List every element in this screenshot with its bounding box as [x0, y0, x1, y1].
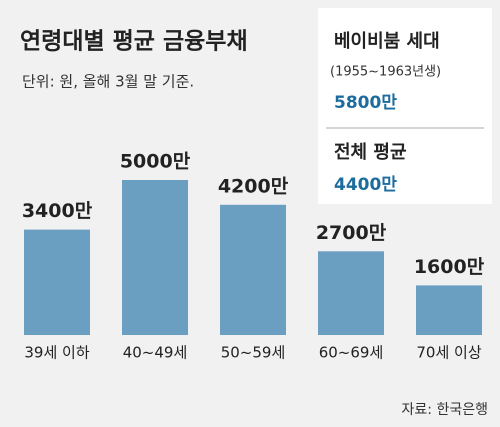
info-value: 5800만: [334, 93, 397, 113]
info-note: (1955~1963년생): [330, 65, 441, 80]
bar: [220, 204, 286, 335]
value-label: 4200만: [218, 175, 289, 197]
bar: [122, 180, 188, 335]
x-tick-label: 39세 이하: [24, 344, 89, 362]
info-title: 전체 평균: [334, 142, 407, 163]
value-label: 3400만: [22, 200, 93, 222]
chart-title: 연령대별 평균 금융부채: [20, 29, 248, 55]
bar: [318, 251, 384, 335]
value-label: 1600만: [414, 256, 485, 278]
source: 자료: 한국은행: [402, 402, 488, 418]
info-value: 4400만: [334, 175, 397, 195]
x-tick-label: 70세 이상: [416, 344, 481, 362]
x-tick-label: 60~69세: [319, 344, 384, 362]
value-label: 5000만: [120, 151, 191, 173]
bar: [416, 285, 482, 335]
x-tick-label: 40~49세: [123, 344, 188, 362]
value-label: 2700만: [316, 222, 387, 244]
bar: [24, 229, 90, 335]
info-title: 베이비붐 세대: [334, 31, 440, 52]
chart-subtitle: 단위: 원, 올해 3월 말 기준.: [22, 73, 194, 91]
info-box: [318, 8, 492, 204]
x-tick-label: 50~59세: [221, 344, 286, 362]
